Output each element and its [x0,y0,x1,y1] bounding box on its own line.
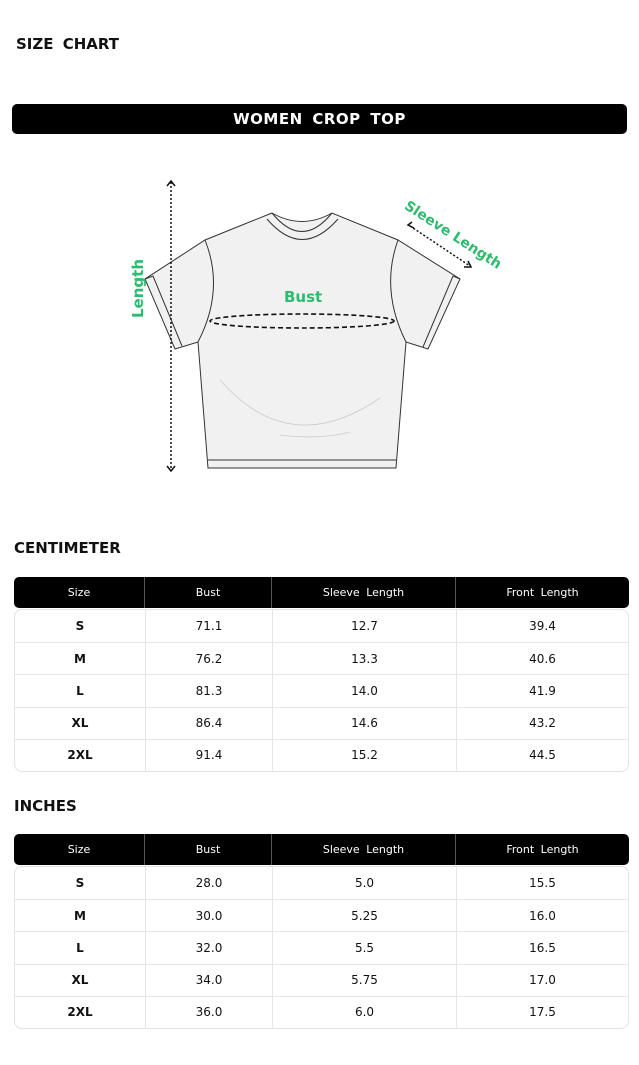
table-cell: S [75,619,85,634]
table-body-cm: S 71.1 12.7 39.4 M 76.2 13.3 40.6 L 81.3 14.0 41.9 X… [14,609,629,772]
table-cell: 81.3 [145,675,272,707]
tshirt-diagram [144,179,473,473]
table-row: L 81.3 14.0 41.9 [15,674,628,707]
table-body-in: S 28.0 5.0 15.5 M 30.0 5.25 16.0 L 32.0 5.5 16.5 XL 3… [14,866,629,1029]
table-cell: S [75,876,85,891]
table-cell: XL [71,973,89,988]
table-cell: 5.5 [272,932,456,964]
header-bust: Bust [144,834,271,865]
table-cell: 17.0 [456,964,628,996]
table-cell: 5.25 [272,900,456,932]
table-cell: 17.5 [456,996,628,1028]
bust-measure-line [209,313,395,329]
table-cell: L [76,940,84,955]
table-cell: 5.75 [272,964,456,996]
table-row: S 71.1 12.7 39.4 [15,610,628,643]
table-cell: 43.2 [456,707,628,739]
table-cell: 14.6 [272,707,456,739]
table-cell: 12.7 [272,610,456,643]
table-cell: 39.4 [456,610,628,643]
table-row: 2XL 36.0 6.0 17.5 [15,995,628,1028]
table-cell: 36.0 [145,996,272,1028]
table-cell: 15.2 [272,739,456,771]
table-cell: XL [71,716,89,731]
table-cell: 2XL [67,1005,93,1020]
table-cell: 2XL [67,748,93,763]
table-cell: 16.0 [456,900,628,932]
header-size: Size [67,843,91,856]
table-header-in: Size Bust Sleeve Length Front Length [14,834,629,865]
table-cell: 44.5 [456,739,628,771]
table-title-cm: CENTIMETER [14,539,121,557]
table-cell: 28.0 [145,867,272,900]
table-title-in: INCHES [14,797,77,815]
page-title: SIZE CHART [16,35,120,53]
table-cell: 6.0 [272,996,456,1028]
table-cell: 30.0 [145,900,272,932]
table-row: XL 34.0 5.75 17.0 [15,963,628,996]
table-cell: 34.0 [145,964,272,996]
table-cell: M [74,908,86,923]
sleeve-measure-line [409,225,471,267]
header-sleeve: Sleeve Length [271,577,455,608]
table-row: L 32.0 5.5 16.5 [15,931,628,964]
header-bust: Bust [144,577,271,608]
table-row: M 30.0 5.25 16.0 [15,899,628,932]
header-size: Size [67,586,91,599]
table-cell: 14.0 [272,675,456,707]
header-front-length: Front Length [455,834,629,865]
table-row: 2XL 91.4 15.2 44.5 [15,738,628,771]
table-cell: 5.0 [272,867,456,900]
table-cell: 16.5 [456,932,628,964]
header-front-length: Front Length [455,577,629,608]
header-sleeve: Sleeve Length [271,834,455,865]
table-cell: 91.4 [145,739,272,771]
table-cell: M [74,651,86,666]
table-cell: L [76,683,84,698]
table-cell: 86.4 [145,707,272,739]
table-cell: 76.2 [145,643,272,675]
table-row: XL 86.4 14.6 43.2 [15,706,628,739]
bust-label: Bust [284,288,323,306]
product-banner: WOMEN CROP TOP [12,104,627,134]
table-cell: 71.1 [145,610,272,643]
table-cell: 40.6 [456,643,628,675]
length-label: Length [129,259,147,318]
table-row: S 28.0 5.0 15.5 [15,867,628,900]
table-cell: 41.9 [456,675,628,707]
table-cell: 15.5 [456,867,628,900]
table-cell: 32.0 [145,932,272,964]
table-cell: 13.3 [272,643,456,675]
table-row: M 76.2 13.3 40.6 [15,642,628,675]
table-header-cm: Size Bust Sleeve Length Front Length [14,577,629,608]
